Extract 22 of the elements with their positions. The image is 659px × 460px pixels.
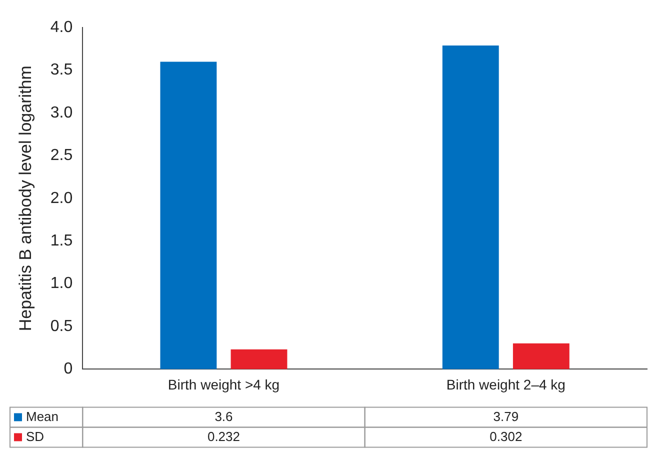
legend-label: SD [26, 428, 44, 444]
bar [160, 62, 217, 370]
y-tick-label: 1.0 [50, 275, 73, 292]
y-axis-title: Hepatitis B antibody level logarithm [16, 66, 35, 332]
y-tick-label: 2.5 [50, 147, 73, 164]
y-tick-label: 1.5 [50, 232, 73, 250]
y-tick-label: 4.0 [50, 19, 73, 36]
data-label: 3.79 [493, 408, 519, 424]
data-label: 0.232 [207, 428, 240, 444]
y-tick-label: 3.5 [50, 62, 73, 79]
y-tick-label: 2.0 [50, 190, 73, 207]
bar [512, 343, 570, 370]
legend-label: Mean [26, 408, 59, 424]
y-tick-label: 3.0 [50, 104, 73, 122]
bar [230, 349, 288, 370]
data-label: 3.6 [214, 408, 233, 424]
x-tick-label: Birth weight >4 kg [168, 376, 280, 392]
x-tick-label: Birth weight 2–4 kg [446, 376, 566, 392]
bar [442, 46, 499, 370]
data-label: 0.302 [490, 428, 522, 444]
y-tick-label: 0.5 [50, 318, 73, 335]
y-tick-label: 0 [64, 360, 73, 378]
